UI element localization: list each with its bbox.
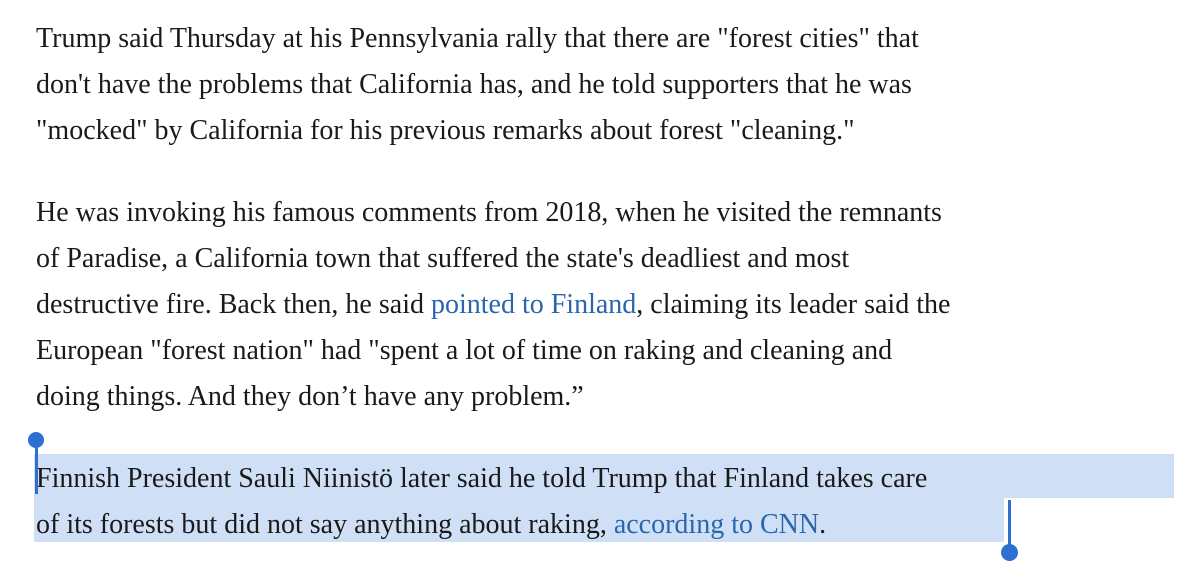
text-line: doing things. And they don’t have any pr… xyxy=(36,381,584,412)
text-fragment: of its forests but did not say anything … xyxy=(36,509,614,540)
text-fragment: . xyxy=(819,509,827,540)
text-line: don't have the problems that California … xyxy=(36,69,912,100)
paragraph: He was invoking his famous comments from… xyxy=(36,190,1176,420)
according-to-cnn-link[interactable]: according to CNN xyxy=(613,509,820,540)
text-line: European "forest nation" had "spent a lo… xyxy=(36,335,893,366)
pointed-to-finland-link[interactable]: pointed to Finland xyxy=(430,289,637,320)
selection-end-caret xyxy=(1008,500,1011,552)
selected-paragraph[interactable]: Finnish President Sauli Niinistö later s… xyxy=(36,456,1176,548)
text-line: of its forests but did not say anything … xyxy=(36,502,1176,548)
text-line: Trump said Thursday at his Pennsylvania … xyxy=(36,23,919,54)
text-line: of Paradise, a California town that suff… xyxy=(36,243,850,274)
text-fragment: , claiming its leader said the xyxy=(636,289,951,320)
selection-start-caret xyxy=(35,446,38,494)
text-line: "mocked" by California for his previous … xyxy=(36,115,855,146)
text-fragment: destructive fire. Back then, he said xyxy=(36,289,431,320)
text-selection-highlight xyxy=(34,498,1004,542)
paragraph: Trump said Thursday at his Pennsylvania … xyxy=(36,16,1176,154)
text-line: destructive fire. Back then, he said poi… xyxy=(36,282,1176,328)
text-selection-highlight xyxy=(34,454,1174,498)
text-line: Finnish President Sauli Niinistö later s… xyxy=(36,463,928,494)
selection-end-handle[interactable] xyxy=(1001,544,1018,561)
text-line: He was invoking his famous comments from… xyxy=(36,197,942,228)
selection-start-handle[interactable] xyxy=(28,432,44,448)
